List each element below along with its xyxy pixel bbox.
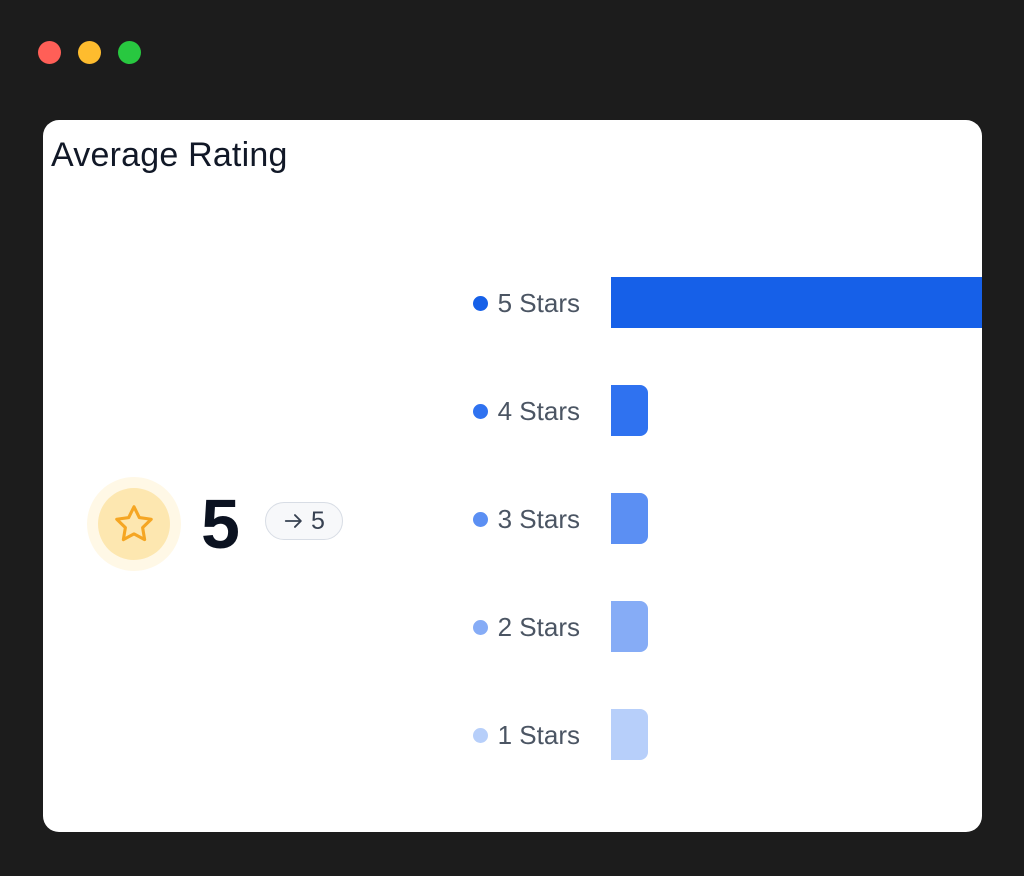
rating-label-row: 4 Stars	[472, 385, 580, 437]
rating-bar	[611, 601, 649, 652]
star-disc	[98, 488, 170, 560]
rating-label-row: 1 Stars	[472, 709, 580, 761]
rating-label-row: 2 Stars	[472, 601, 580, 653]
legend-dot	[472, 511, 488, 527]
rating-label: 1 Stars	[497, 719, 580, 750]
rating-label: 4 Stars	[497, 395, 580, 426]
card-title: Average Rating	[51, 136, 288, 174]
rating-label-row: 5 Stars	[472, 277, 580, 329]
star-badge	[87, 477, 181, 571]
legend-dot	[472, 403, 488, 419]
rating-label: 2 Stars	[497, 611, 580, 642]
rating-label-row: 3 Stars	[472, 493, 580, 545]
average-rating-value: 5	[201, 485, 240, 563]
rating-bars	[611, 120, 982, 832]
trend-value: 5	[311, 506, 325, 535]
rating-bar	[611, 493, 649, 544]
trend-badge: 5	[265, 502, 343, 540]
legend-dot	[472, 727, 488, 743]
window-minimize-button[interactable]	[78, 41, 101, 64]
rating-label: 3 Stars	[497, 503, 580, 534]
arrow-right-icon	[284, 514, 302, 528]
rating-bar	[611, 277, 982, 328]
rating-bar	[611, 709, 649, 760]
rating-label: 5 Stars	[497, 287, 580, 318]
window-close-button[interactable]	[38, 41, 61, 64]
star-icon	[115, 505, 153, 542]
rating-bar	[611, 385, 649, 436]
legend-dot	[472, 619, 488, 635]
window-controls	[38, 41, 141, 64]
legend-dot	[472, 295, 488, 311]
average-rating-card: Average Rating 5 5 5 Stars 4 Stars 3 Stars…	[43, 120, 982, 832]
window-maximize-button[interactable]	[118, 41, 141, 64]
